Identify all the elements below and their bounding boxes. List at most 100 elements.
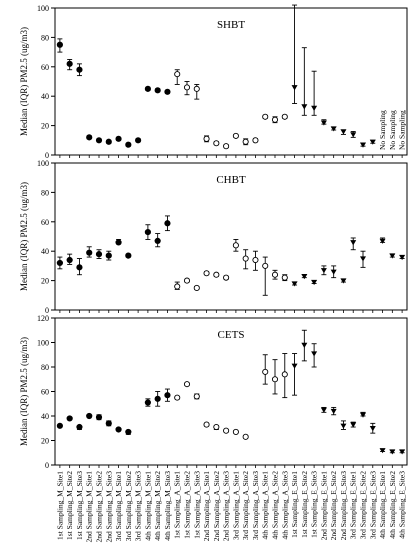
median-marker-filled-circle [56,422,63,429]
median-marker-open-circle [262,113,269,120]
x-category-label: 4th Sampling_E_Site3 [398,471,407,539]
data-point [66,253,73,265]
data-point [311,279,318,286]
data-point [252,250,259,271]
x-category-label: 4th Sampling_A_Site1 [261,471,270,540]
median-marker-open-circle [223,427,230,434]
median-marker-filled-circle [125,252,132,259]
median-marker-triangle-down [330,269,337,275]
data-point [66,415,73,422]
data-point [271,359,279,395]
x-category-label: 1st Sampling_E_Site1 [290,471,299,538]
median-marker-filled-circle [164,220,171,227]
median-marker-open-circle [213,271,220,278]
median-marker-open-circle [193,284,200,292]
data-point [330,265,337,279]
x-category-label: 2nd Sampling_M_Site2 [95,471,104,543]
x-category-label: 1st Sampling_M_Site3 [75,471,84,540]
data-point [281,274,288,282]
median-marker-filled-circle [115,135,122,142]
data-point [301,329,308,362]
panel-title: CHBT [216,174,246,186]
median-marker-open-circle [271,116,279,123]
y-tick-label: 0 [45,461,49,470]
data-point [271,269,279,280]
median-marker-triangle-down [320,268,327,274]
median-marker-triangle-down [311,105,318,111]
median-marker-triangle-down [379,448,386,454]
data-point [164,88,171,95]
median-marker-filled-circle [105,138,112,145]
data-point [252,137,259,144]
median-marker-filled-circle [125,141,132,148]
data-point [203,421,210,428]
data-point [330,406,337,416]
data-point [95,137,103,144]
median-marker-triangle-down [340,278,347,284]
median-marker-open-circle [223,143,230,150]
median-marker-filled-circle [144,399,151,406]
median-marker-triangle-down [389,449,396,455]
x-category-label: 4th Sampling_M_Site3 [163,471,172,541]
x-axis-category-labels: 1st Sampling_M_Site1 1st Sampling_M_Site2… [55,471,406,543]
median-marker-triangle-down [360,412,366,418]
median-marker-filled-circle [86,134,93,141]
median-marker-filled-circle [86,249,93,256]
y-tick-label: 120 [37,314,49,323]
data-point [76,258,83,276]
y-tick-label: 40 [41,412,49,421]
median-marker-open-circle [223,274,230,281]
y-axis-label: Median (IQR) PM2.5 (ug/m3) [19,182,29,291]
median-marker-triangle-down [399,449,406,455]
median-marker-open-circle [193,85,200,92]
x-category-label: 4th Sampling_M_Site1 [143,471,152,541]
x-category-label: 1st Sampling_E_Site3 [310,471,319,538]
data-point [301,47,308,116]
data-point [350,131,357,138]
median-marker-triangle-down [291,281,298,287]
data-point [320,265,327,276]
y-tick-label: 80 [41,363,49,372]
data-point [86,412,93,420]
data-point [174,281,181,290]
data-point [193,83,200,100]
y-tick-label: 100 [37,339,49,348]
data-point [340,278,347,284]
data-point [350,237,357,251]
data-point [66,59,73,71]
data-point [320,406,327,413]
median-marker-open-circle [232,428,239,435]
median-marker-open-circle [183,381,191,388]
data-point [360,250,366,268]
x-category-label: 1st Sampling_A_Site2 [183,471,192,539]
median-marker-open-circle [203,135,210,142]
x-category-label: 3rd Sampling_E_Site2 [359,471,368,539]
median-marker-filled-circle [56,259,63,267]
x-category-label: 2nd Sampling_E_Site2 [329,471,338,541]
median-marker-open-circle [193,393,200,400]
median-marker-open-circle [262,262,269,269]
median-marker-open-circle [183,84,191,91]
data-point [174,69,181,85]
median-marker-filled-circle [105,252,112,259]
data-point [340,129,347,135]
data-point [95,414,103,421]
x-category-label: 2nd Sampling_M_Site1 [85,471,94,543]
median-marker-open-circle [174,71,181,78]
data-point [399,449,406,455]
y-tick-label: 80 [41,33,49,42]
data-point [320,119,327,126]
data-point [125,428,132,436]
data-point [232,238,239,252]
data-point [56,38,63,53]
data-point [311,70,318,116]
x-category-label: 3rd Sampling_E_Site1 [349,471,358,539]
x-category-label: 4th Sampling_A_Site3 [280,471,289,540]
median-marker-open-circle [281,113,288,120]
data-point [242,249,249,270]
median-marker-open-circle [232,242,239,249]
data-point [262,354,269,385]
no-sampling-label: No Sampling [398,110,407,150]
median-marker-filled-circle [144,85,151,92]
